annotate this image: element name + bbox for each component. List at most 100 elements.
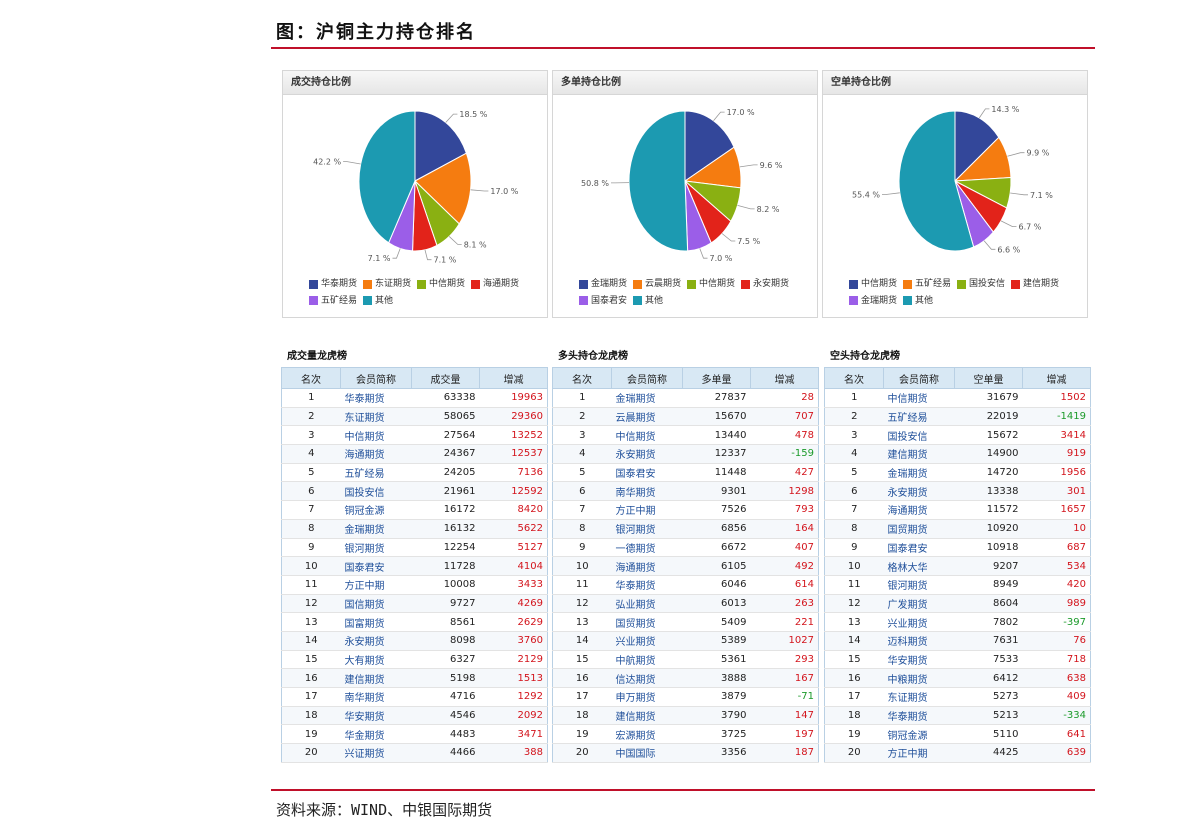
member-name-link[interactable]: 永安期货 [340, 631, 412, 651]
column-header[interactable]: 多单量 [682, 367, 751, 389]
member-name-link[interactable]: 国泰君安 [611, 463, 683, 483]
pie-leader-line [1007, 152, 1025, 157]
member-name-link[interactable]: 五矿经易 [340, 463, 412, 483]
member-name-link[interactable]: 金瑞期货 [883, 463, 955, 483]
table-row: 7 铜冠金源 16172 8420 [281, 500, 548, 520]
member-name-link[interactable]: 建信期货 [611, 706, 683, 726]
member-name-link[interactable]: 兴证期货 [340, 743, 412, 763]
member-name-link[interactable]: 铜冠金源 [883, 724, 955, 745]
member-name-link[interactable]: 国泰君安 [340, 556, 412, 576]
member-name-link[interactable]: 方正中期 [883, 743, 955, 763]
member-name-link[interactable]: 弘业期货 [611, 594, 683, 614]
change-cell: 614 [750, 575, 819, 595]
member-name-link[interactable]: 铜冠金源 [340, 500, 412, 520]
member-name-link[interactable]: 国泰君安 [883, 538, 955, 558]
member-name-link[interactable]: 中信期货 [611, 425, 683, 446]
rank-cell: 1 [824, 388, 884, 408]
member-name-link[interactable]: 永安期货 [883, 481, 955, 502]
member-name-link[interactable]: 建信期货 [883, 444, 955, 464]
member-name-link[interactable]: 国富期货 [340, 612, 412, 632]
member-name-link[interactable]: 国信期货 [340, 594, 412, 614]
legend-label: 五矿经易 [915, 279, 952, 289]
legend-label: 其他 [645, 295, 664, 306]
table-row: 10 国泰君安 11728 4104 [281, 556, 548, 576]
member-name-link[interactable]: 南华期货 [611, 481, 683, 502]
column-header[interactable]: 会员简称 [340, 367, 412, 389]
member-name-link[interactable]: 方正中期 [340, 575, 412, 595]
rank-cell: 14 [281, 631, 341, 651]
member-name-link[interactable]: 方正中期 [611, 500, 683, 520]
member-name-link[interactable]: 中国国际 [611, 743, 683, 763]
member-name-link[interactable]: 华泰期货 [611, 575, 683, 595]
column-header[interactable]: 增减 [479, 367, 548, 389]
member-name-link[interactable]: 中粮期货 [883, 668, 955, 688]
table-row: 11 银河期货 8949 420 [824, 575, 1091, 595]
member-name-link[interactable]: 信达期货 [611, 668, 683, 688]
member-name-link[interactable]: 海通期货 [611, 556, 683, 576]
member-name-link[interactable]: 华泰期货 [883, 706, 955, 726]
column-header[interactable]: 名次 [824, 367, 884, 389]
volume-cell: 24367 [411, 444, 480, 464]
member-name-link[interactable]: 银河期货 [611, 519, 683, 539]
rank-cell: 14 [824, 631, 884, 651]
column-header[interactable]: 名次 [552, 367, 612, 389]
column-header[interactable]: 成交量 [411, 367, 480, 389]
rank-cell: 19 [824, 724, 884, 745]
member-name-link[interactable]: 宏源期货 [611, 724, 683, 745]
column-header[interactable]: 会员简称 [883, 367, 955, 389]
member-name-link[interactable]: 迈科期货 [883, 631, 955, 651]
member-name-link[interactable]: 国投安信 [340, 481, 412, 502]
change-cell: 427 [750, 463, 819, 483]
column-header[interactable]: 增减 [1022, 367, 1091, 389]
volume-cell: 6105 [682, 556, 751, 576]
member-name-link[interactable]: 建信期货 [340, 668, 412, 688]
rank-cell: 9 [281, 538, 341, 558]
rank-cell: 2 [824, 407, 884, 427]
member-name-link[interactable]: 国贸期货 [883, 519, 955, 539]
column-header[interactable]: 名次 [281, 367, 341, 389]
member-name-link[interactable]: 兴业期货 [611, 631, 683, 651]
volume-cell: 63338 [411, 388, 480, 408]
change-cell: 2629 [479, 612, 548, 632]
change-cell: 409 [1022, 687, 1091, 707]
legend-item: 金瑞期货 [849, 294, 897, 308]
member-name-link[interactable]: 中信期货 [883, 388, 955, 408]
member-name-link[interactable]: 兴业期货 [883, 612, 955, 632]
member-name-link[interactable]: 东证期货 [883, 687, 955, 707]
member-name-link[interactable]: 广发期货 [883, 594, 955, 614]
member-name-link[interactable]: 永安期货 [611, 444, 683, 464]
change-cell: 13252 [479, 425, 548, 446]
member-name-link[interactable]: 中信期货 [340, 425, 412, 446]
member-name-link[interactable]: 华泰期货 [340, 388, 412, 408]
member-name-link[interactable]: 五矿经易 [883, 407, 955, 427]
column-header[interactable]: 会员简称 [611, 367, 683, 389]
rank-cell: 3 [824, 425, 884, 446]
member-name-link[interactable]: 云晨期货 [611, 407, 683, 427]
member-name-link[interactable]: 大有期货 [340, 650, 412, 670]
member-name-link[interactable]: 海通期货 [340, 444, 412, 464]
member-name-link[interactable]: 格林大华 [883, 556, 955, 576]
member-name-link[interactable]: 国贸期货 [611, 612, 683, 632]
pie-leader-line [737, 205, 755, 210]
legend-swatch [1011, 279, 1021, 289]
member-name-link[interactable]: 海通期货 [883, 500, 955, 520]
member-name-link[interactable]: 银河期货 [340, 538, 412, 558]
column-header[interactable]: 空单量 [954, 367, 1023, 389]
member-name-link[interactable]: 华安期货 [883, 650, 955, 670]
legend-swatch [417, 279, 427, 289]
member-name-link[interactable]: 华安期货 [340, 706, 412, 726]
member-name-link[interactable]: 南华期货 [340, 687, 412, 707]
member-name-link[interactable]: 申万期货 [611, 687, 683, 707]
rank-cell: 13 [824, 612, 884, 632]
member-name-link[interactable]: 华金期货 [340, 724, 412, 745]
member-name-link[interactable]: 中航期货 [611, 650, 683, 670]
member-name-link[interactable]: 金瑞期货 [340, 519, 412, 539]
member-name-link[interactable]: 一德期货 [611, 538, 683, 558]
member-name-link[interactable]: 国投安信 [883, 425, 955, 446]
column-header[interactable]: 增减 [750, 367, 819, 389]
member-name-link[interactable]: 金瑞期货 [611, 388, 683, 408]
member-name-link[interactable]: 银河期货 [883, 575, 955, 595]
pie-leader-line [978, 108, 990, 119]
member-name-link[interactable]: 东证期货 [340, 407, 412, 427]
rank-cell: 11 [552, 575, 612, 595]
